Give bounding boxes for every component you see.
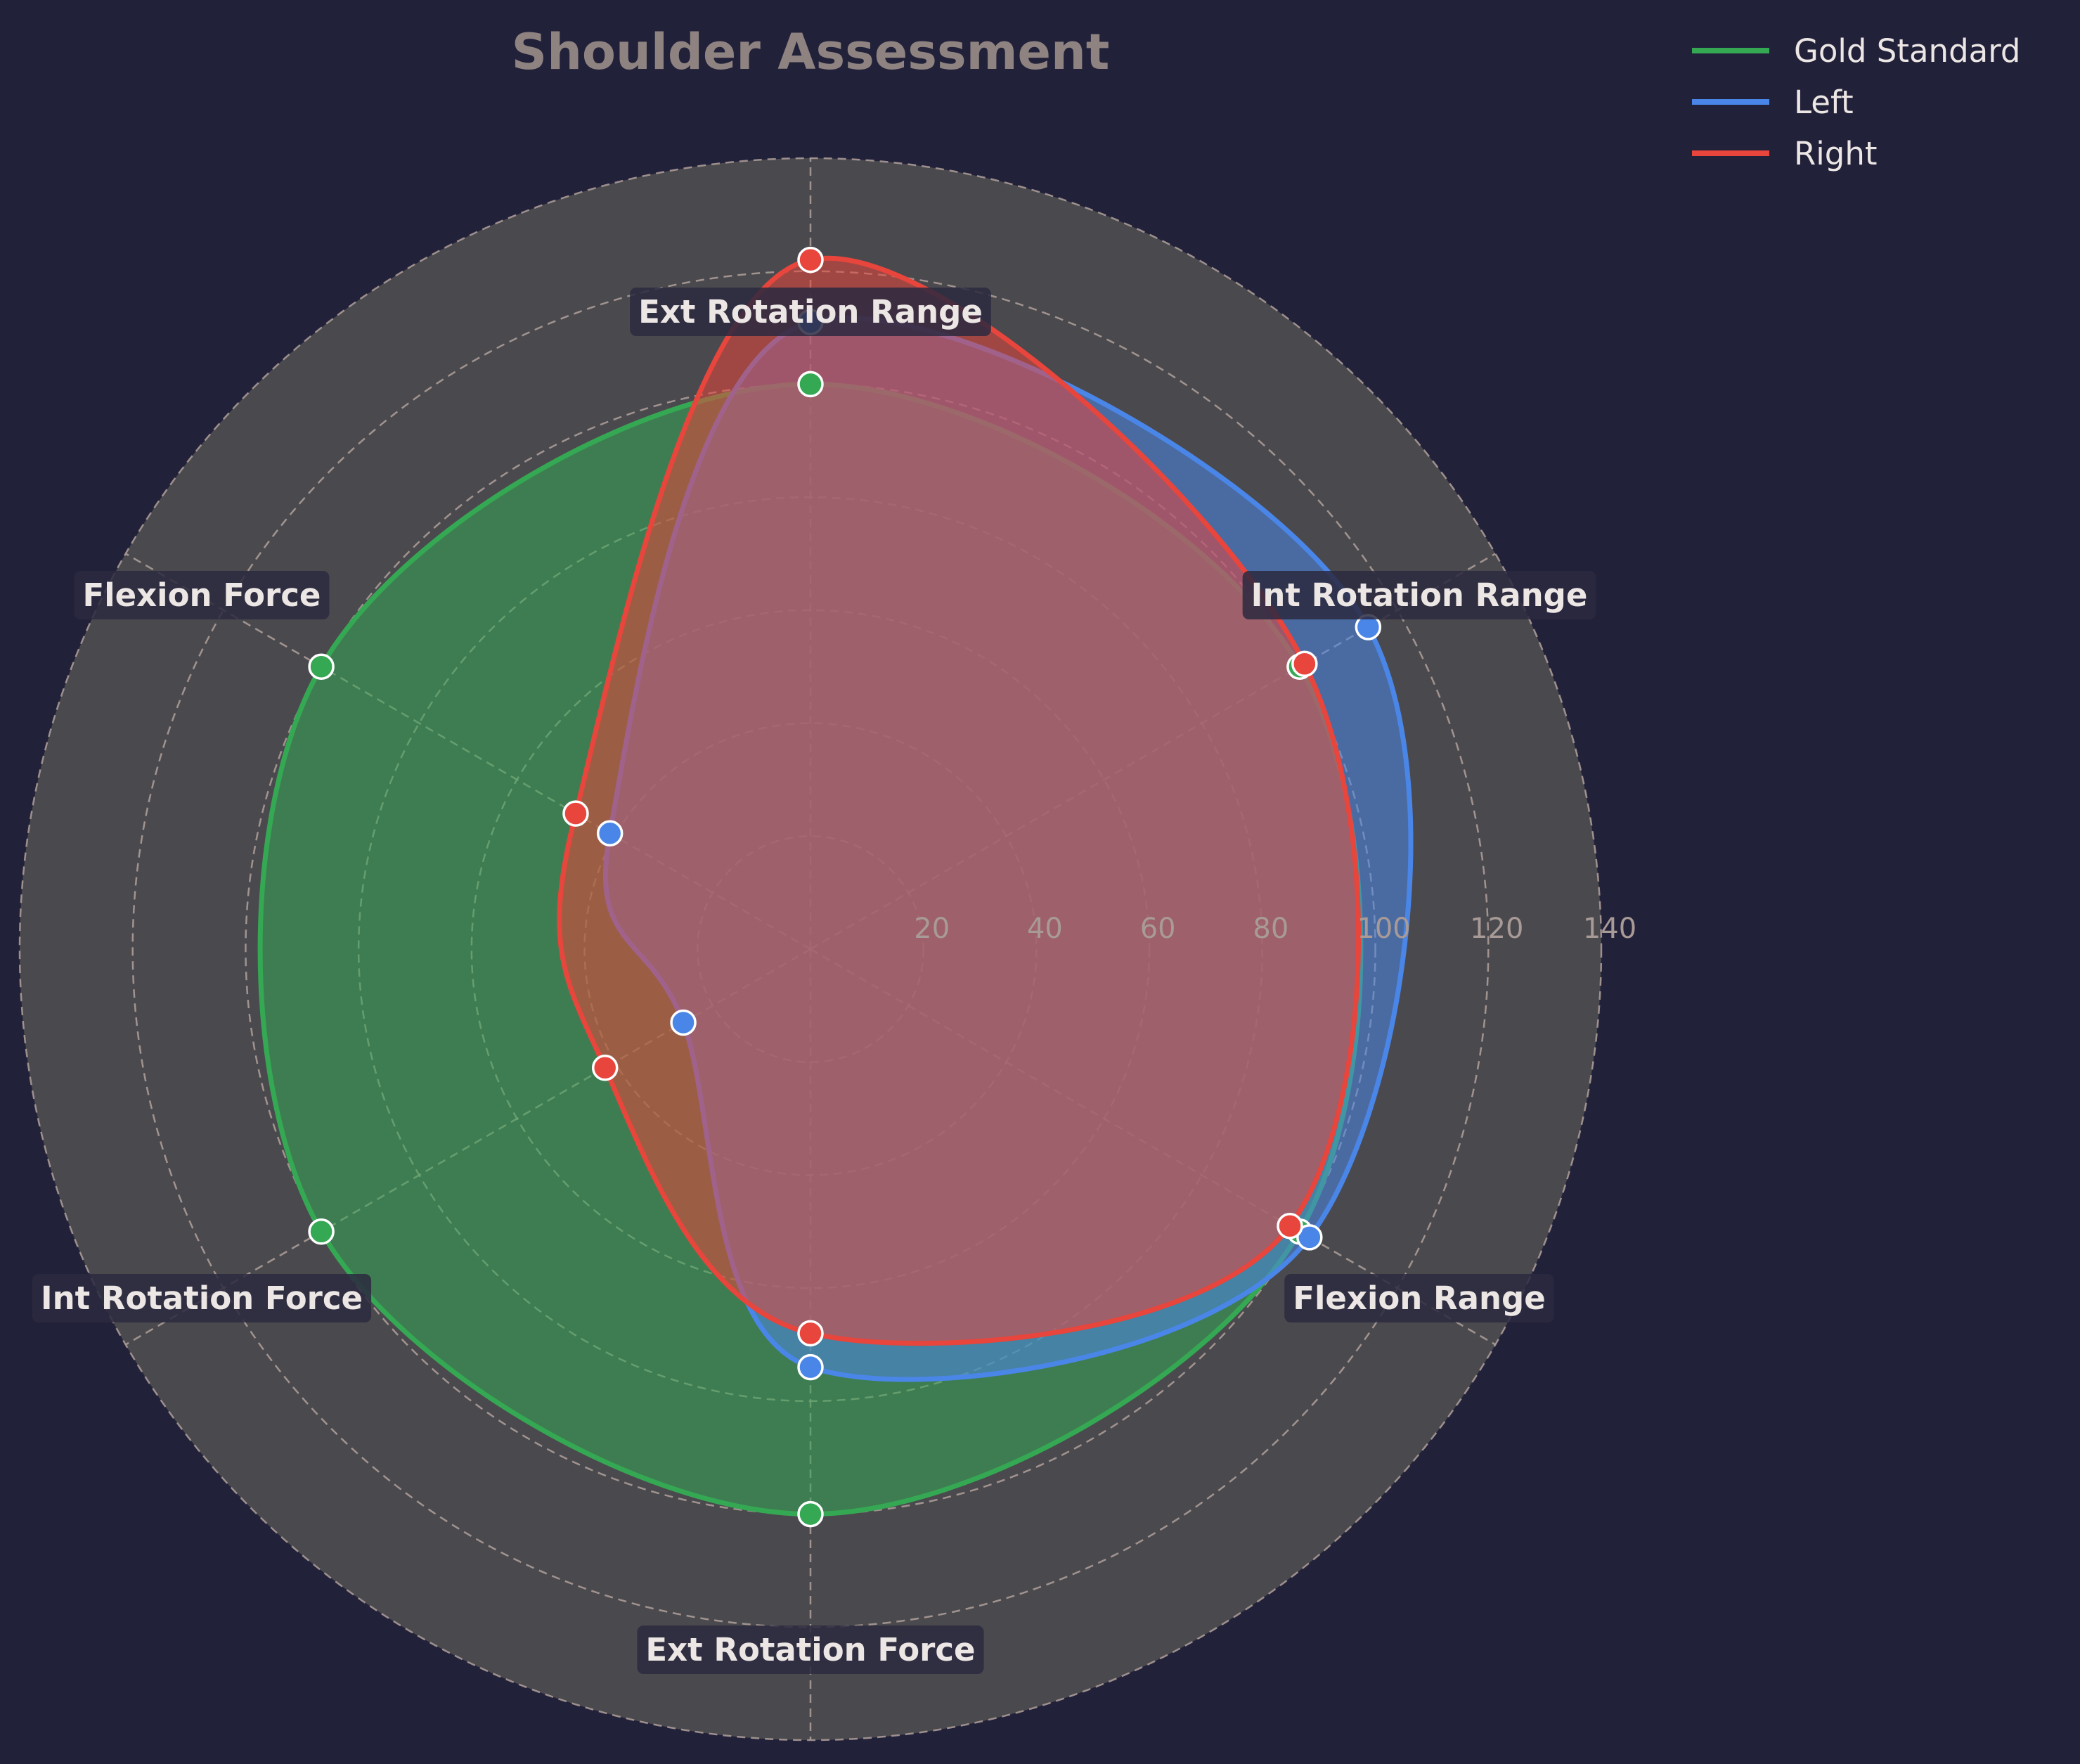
axis-labels: Ext Rotation Range Int Rotation Range Flex… bbox=[32, 288, 1596, 1674]
axis-label-flexion-force: Flexion Force bbox=[74, 571, 330, 619]
series-area-right bbox=[559, 258, 1359, 1344]
tick-label-60: 60 bbox=[1140, 913, 1176, 945]
axis-label-int-rotation-range: Int Rotation Range bbox=[1242, 571, 1596, 619]
axis-label-flexion-range: Flexion Range bbox=[1284, 1274, 1554, 1322]
axis-label-ext-rotation-range: Ext Rotation Range bbox=[630, 288, 991, 336]
legend-label-left: Left bbox=[1794, 84, 1854, 121]
series-layer bbox=[257, 255, 1414, 1517]
axis-label-text: Flexion Range bbox=[1293, 1280, 1546, 1317]
legend: Gold Standard Left Right bbox=[1692, 32, 2021, 172]
legend-label-right: Right bbox=[1794, 135, 1878, 172]
point-left-ext-rotation-force bbox=[797, 1353, 824, 1381]
radial-tick-labels: 20 40 60 80 100 120 140 bbox=[914, 913, 1636, 945]
axis-label-box bbox=[32, 1274, 372, 1322]
axis-label-text: Ext Rotation Range bbox=[638, 293, 983, 330]
axis-label-box bbox=[630, 288, 991, 336]
point-right-flexion-range bbox=[1277, 1213, 1303, 1240]
point-gold-standard-ext-rotation-range bbox=[797, 371, 824, 398]
axis-label-text: Int Rotation Force bbox=[41, 1280, 363, 1317]
point-right-flexion-force bbox=[562, 800, 589, 827]
axis-label-text: Int Rotation Range bbox=[1251, 577, 1588, 614]
axis-label-int-rotation-force: Int Rotation Force bbox=[32, 1274, 372, 1322]
point-right-int-rotation-force bbox=[591, 1055, 619, 1081]
axis-label-text: Ext Rotation Force bbox=[645, 1631, 975, 1668]
tick-label-40: 40 bbox=[1027, 913, 1063, 945]
axis-label-text: Flexion Force bbox=[82, 577, 321, 614]
tick-label-100: 100 bbox=[1357, 913, 1410, 945]
point-gold-standard-ext-rotation-force bbox=[797, 1500, 824, 1528]
axis-label-box bbox=[1242, 571, 1596, 619]
chart-title: Shoulder Assessment bbox=[512, 23, 1110, 81]
axis-label-box bbox=[637, 1625, 984, 1674]
point-left-int-rotation-force bbox=[670, 1009, 697, 1036]
tick-label-140: 140 bbox=[1583, 913, 1636, 945]
point-gold-standard-int-rotation-force bbox=[308, 1218, 335, 1245]
axis-label-ext-rotation-force: Ext Rotation Force bbox=[637, 1625, 984, 1674]
point-left-flexion-range bbox=[1296, 1224, 1323, 1251]
point-right-ext-rotation-range bbox=[797, 246, 824, 273]
legend-label-gold-standard: Gold Standard bbox=[1794, 32, 2021, 70]
axis-label-box bbox=[74, 571, 330, 619]
point-gold-standard-flexion-force bbox=[308, 653, 335, 680]
tick-label-20: 20 bbox=[914, 913, 950, 945]
point-left-flexion-force bbox=[596, 820, 624, 847]
tick-label-120: 120 bbox=[1470, 913, 1523, 945]
axis-label-box bbox=[1284, 1274, 1554, 1322]
point-right-int-rotation-range bbox=[1291, 650, 1318, 677]
point-right-ext-rotation-force bbox=[797, 1320, 824, 1347]
tick-label-80: 80 bbox=[1253, 913, 1288, 945]
